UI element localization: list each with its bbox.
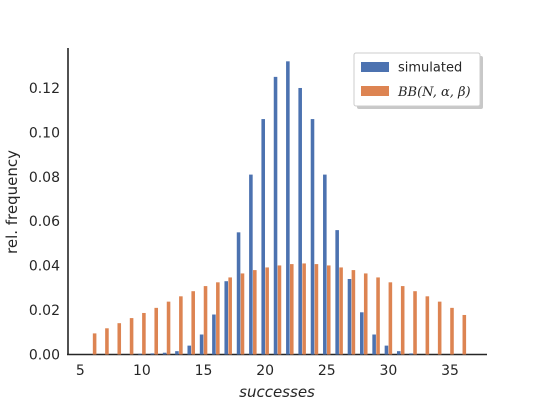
- x-tick-label: 30: [379, 363, 397, 379]
- x-tick-label: 5: [76, 363, 85, 379]
- bar-simulated-32: [409, 353, 413, 355]
- legend-label-bb: BB(N, α, β): [397, 85, 471, 100]
- x-axis-label: successes: [239, 383, 315, 401]
- bar-simulated-12: [162, 352, 167, 355]
- bar-bb-27: [351, 270, 356, 355]
- x-tick-label: 35: [441, 363, 459, 379]
- legend-label-simulated: simulated: [398, 61, 462, 76]
- bar-simulated-18: [236, 232, 241, 355]
- bar-bb-16: [216, 282, 220, 355]
- bar-simulated-13: [175, 351, 179, 355]
- bar-bb-19: [253, 270, 257, 355]
- legend-swatch-simulated: [361, 62, 389, 72]
- bar-bb-23: [302, 263, 306, 355]
- bar-bb-33: [425, 296, 430, 355]
- legend-label-bb-args: (N, α, β): [417, 85, 471, 100]
- bar-bb-21: [277, 265, 282, 355]
- bar-simulated-24: [310, 119, 315, 355]
- bar-bb-31: [400, 286, 405, 355]
- bar-simulated-23: [298, 87, 302, 355]
- bar-simulated-16: [212, 314, 216, 355]
- y-tick-label: 0.02: [29, 303, 60, 319]
- bar-bb-22: [290, 264, 294, 355]
- y-tick-label: 0.10: [29, 125, 60, 141]
- bar-simulated-25: [323, 174, 327, 355]
- bar-bb-29: [376, 277, 380, 355]
- x-tick-label: 20: [256, 363, 274, 379]
- bar-bb-36: [462, 314, 467, 355]
- bar-bb-20: [265, 267, 269, 355]
- bar-bb-35: [450, 307, 454, 355]
- bar-simulated-26: [335, 230, 339, 355]
- bar-bb-18: [240, 273, 245, 355]
- y-tick-label: 0.12: [29, 81, 60, 97]
- x-tick-label: 10: [133, 363, 151, 379]
- bar-simulated-21: [273, 76, 278, 355]
- bar-bb-25: [326, 265, 331, 355]
- bar-simulated-17: [224, 281, 229, 355]
- bar-simulated-15: [199, 334, 204, 355]
- bar-simulated-19: [249, 174, 253, 355]
- bar-bb-10: [142, 312, 146, 355]
- bar-simulated-11: [150, 353, 155, 355]
- bar-bb-11: [154, 307, 159, 355]
- bar-bb-12: [166, 301, 171, 355]
- y-tick-label: 0.08: [29, 170, 60, 186]
- bar-simulated-20: [261, 119, 265, 355]
- legend: simulated BB(N, α, β): [353, 52, 483, 109]
- legend-swatch-bb: [361, 86, 389, 96]
- bar-bb-26: [339, 267, 343, 355]
- bar-simulated-29: [372, 334, 376, 355]
- bar-bb-7: [105, 328, 109, 355]
- bar-simulated-28: [360, 312, 364, 355]
- x-tick-label: 25: [318, 363, 336, 379]
- bar-simulated-22: [286, 61, 290, 355]
- y-tick-label: 0.06: [29, 214, 60, 230]
- x-tick-label: 15: [195, 363, 213, 379]
- y-tick-label: 0.00: [29, 348, 60, 364]
- bar-bb-32: [413, 291, 417, 355]
- bar-simulated-27: [347, 278, 352, 355]
- bar-bb-30: [388, 282, 393, 355]
- bar-bb-14: [191, 291, 195, 355]
- bar-bb-28: [363, 273, 368, 355]
- bar-bb-6: [92, 333, 97, 355]
- y-tick-label: 0.04: [29, 259, 60, 275]
- bar-bb-15: [203, 286, 208, 355]
- bar-bb-24: [314, 264, 319, 355]
- y-axis-label: rel. frequency: [3, 150, 21, 254]
- bar-bb-34: [437, 301, 442, 355]
- x-tick-labels: 5 10 15 20 25 30 35: [76, 363, 459, 379]
- bar-simulated-31: [396, 351, 401, 355]
- bar-bb-9: [129, 318, 134, 355]
- legend-label-bb-prefix: BB: [397, 85, 417, 100]
- bar-bb-13: [179, 296, 183, 355]
- bar-simulated-30: [384, 345, 389, 355]
- y-tick-labels: 0.00 0.02 0.04 0.06 0.08 0.10 0.12: [29, 81, 60, 364]
- bar-simulated-10: [138, 353, 142, 355]
- bar-simulated-14: [187, 345, 192, 355]
- bars: [92, 61, 467, 355]
- bar-bb-17: [228, 277, 232, 355]
- bar-bb-8: [117, 323, 122, 355]
